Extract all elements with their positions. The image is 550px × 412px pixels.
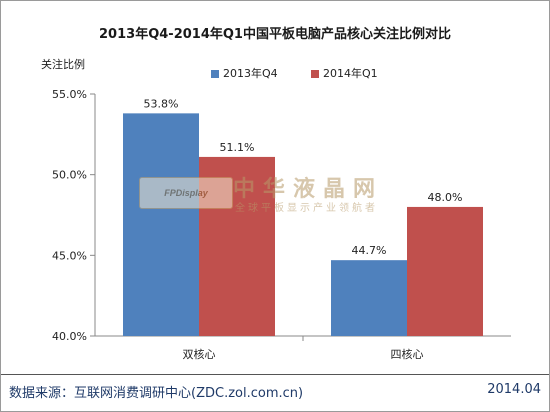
footer-date: 2014.04 xyxy=(487,382,541,397)
y-tick-label: 50.0% xyxy=(52,169,87,182)
plot-area: 40.0% 45.0% 50.0% 55.0% 53.8% 51.1% 双核心 44.7% 48… xyxy=(52,88,511,361)
legend-label-series-1: 2013年Q4 xyxy=(223,67,278,80)
data-label: 48.0% xyxy=(428,191,463,204)
y-tick-label: 40.0% xyxy=(52,330,87,343)
data-label: 51.1% xyxy=(220,141,255,154)
y-tick-label: 45.0% xyxy=(52,249,87,262)
footer-source: 数据来源：互联网消费调研中心(ZDC.zol.com.cn) xyxy=(9,386,304,401)
legend-swatch-series-1 xyxy=(211,70,219,78)
legend-item-series-1: 2013年Q4 xyxy=(211,65,278,81)
legend-swatch-series-2 xyxy=(311,70,319,78)
data-label: 44.7% xyxy=(352,244,387,257)
bar-1-2 xyxy=(331,260,407,336)
legend-item-series-2: 2014年Q1 xyxy=(311,65,378,81)
data-label: 53.8% xyxy=(144,97,179,110)
bar-1-1 xyxy=(123,113,199,336)
chart-title: 2013年Q4-2014年Q1中国平板电脑产品核心关注比例对比 xyxy=(99,27,451,42)
footer-divider xyxy=(1,374,549,375)
x-category-label: 四核心 xyxy=(391,347,424,361)
x-category-label: 双核心 xyxy=(183,347,216,361)
legend-label-series-2: 2014年Q1 xyxy=(323,67,378,80)
y-tick-label: 55.0% xyxy=(52,88,87,101)
bar-2-2 xyxy=(407,206,483,336)
bar-2-1 xyxy=(199,156,275,336)
y-axis-label: 关注比例 xyxy=(41,58,85,71)
